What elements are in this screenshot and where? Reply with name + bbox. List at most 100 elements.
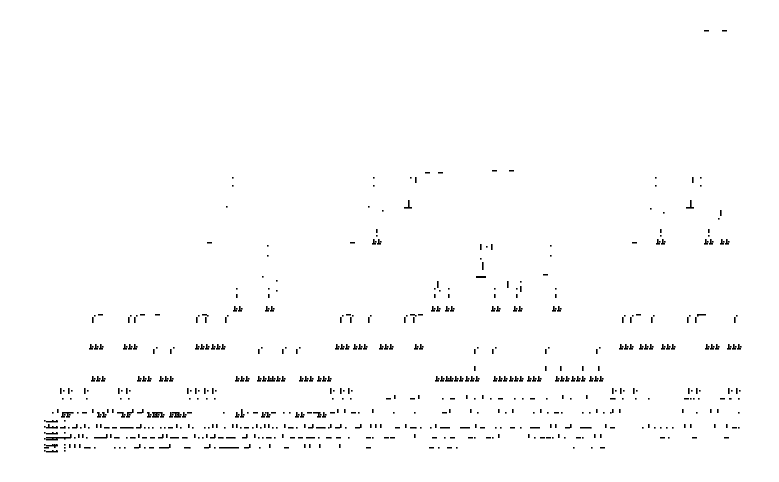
dot-mark (226, 206, 228, 208)
glyph-base (46, 427, 58, 429)
bar-mark (474, 349, 476, 354)
glyph-base (142, 380, 146, 382)
dot-mark (214, 346, 216, 348)
bar-mark (196, 317, 198, 323)
glyph-base (271, 380, 275, 382)
dot-mark (99, 378, 101, 380)
bar-mark (492, 349, 494, 354)
bar-mark (651, 317, 653, 323)
dot-mark (120, 398, 122, 400)
bar-mark (170, 412, 172, 416)
dot-mark (64, 420, 66, 422)
bar-mark (466, 395, 468, 399)
dot-mark (330, 378, 332, 380)
dot-mark (307, 378, 309, 380)
dot-mark (500, 427, 502, 429)
dot-mark (555, 308, 557, 310)
bar-mark (586, 395, 588, 399)
bar-mark (209, 444, 211, 448)
glyph-base (384, 348, 388, 350)
dot-mark (136, 346, 138, 348)
dot-mark (548, 347, 550, 349)
dash-mark (82, 412, 87, 414)
bar-mark (301, 412, 303, 416)
dot-mark (333, 390, 335, 392)
dot-mark (699, 390, 701, 392)
bar-mark (96, 424, 98, 428)
dash-mark (137, 412, 142, 414)
dot-mark (452, 378, 454, 380)
bar-mark (300, 376, 302, 380)
dash-mark (465, 427, 470, 429)
dot-mark (697, 315, 699, 317)
dot-mark (501, 378, 503, 380)
bar-mark (201, 344, 203, 348)
dash-mark (732, 427, 737, 429)
bar-mark (241, 376, 243, 380)
dot-mark (516, 288, 518, 290)
dot-mark (517, 378, 519, 380)
dot-mark (330, 437, 332, 439)
bar-mark (516, 294, 518, 298)
dot-mark (44, 426, 46, 428)
dot-mark (104, 378, 106, 380)
dash-mark (386, 398, 391, 400)
dot-mark (490, 398, 492, 400)
bar-mark (84, 388, 86, 394)
bar-mark (68, 388, 70, 394)
glyph-base (644, 348, 648, 350)
bar-mark (128, 317, 130, 323)
glyph-base (725, 243, 729, 245)
bar-mark (672, 344, 674, 348)
bar-mark (268, 376, 270, 380)
dash-mark (326, 437, 331, 439)
dash-mark (395, 427, 400, 429)
dash-mark (418, 314, 423, 316)
dot-mark (624, 315, 626, 317)
dot-mark (358, 412, 360, 414)
bar-mark (733, 344, 735, 348)
bar-mark (556, 376, 558, 380)
dot-mark (108, 427, 110, 429)
glyph-base (177, 416, 181, 418)
glyph-base (97, 416, 101, 418)
bar-mark (212, 344, 214, 348)
dot-mark (94, 447, 96, 449)
dot-mark (124, 447, 126, 449)
dot-mark (380, 241, 382, 243)
dot-mark (129, 390, 131, 392)
glyph-base (46, 439, 58, 441)
glyph-base (555, 380, 559, 382)
dot-mark (198, 346, 200, 348)
dot-mark (189, 447, 191, 449)
bar-mark (414, 434, 416, 438)
bar-mark (437, 281, 439, 288)
glyph-base (450, 310, 454, 312)
dot-mark (272, 427, 274, 429)
dot-mark (172, 414, 174, 416)
dash-mark (62, 437, 67, 439)
bar-mark (60, 388, 62, 394)
dot-mark (260, 378, 262, 380)
bar-mark (232, 424, 234, 428)
dot-mark (264, 414, 266, 416)
bar-mark (319, 444, 321, 448)
dash-mark (724, 437, 729, 439)
bar-mark (296, 349, 298, 354)
bar-mark (214, 434, 216, 438)
bar-mark (360, 424, 362, 428)
dot-mark (534, 437, 536, 439)
bar-mark (494, 376, 496, 380)
bar-mark (594, 434, 596, 438)
dot-mark (666, 427, 668, 429)
bar-mark (234, 306, 236, 310)
glyph-base (46, 451, 58, 453)
dot-mark (550, 255, 552, 257)
glyph-base (147, 380, 151, 382)
bar-mark (622, 317, 624, 323)
dot-mark (700, 185, 702, 187)
bar-mark (258, 349, 260, 354)
glyph-base (159, 380, 163, 382)
dash-mark (610, 398, 615, 400)
bar-mark (312, 424, 314, 428)
